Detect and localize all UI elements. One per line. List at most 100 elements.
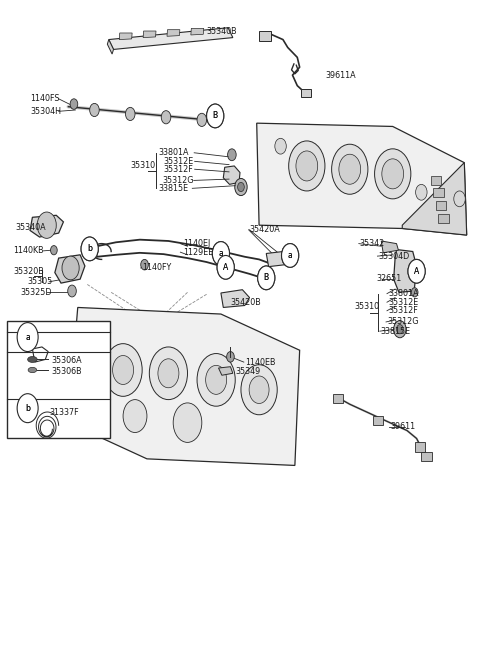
Text: 35320B: 35320B <box>13 267 44 276</box>
Circle shape <box>149 347 188 400</box>
Bar <box>7 321 110 438</box>
Bar <box>333 394 343 403</box>
Text: 1129EE: 1129EE <box>183 248 213 256</box>
Text: B: B <box>213 112 218 120</box>
Polygon shape <box>55 254 85 283</box>
Circle shape <box>212 242 229 265</box>
Ellipse shape <box>28 356 37 362</box>
Ellipse shape <box>28 368 36 373</box>
Text: 33815E: 33815E <box>381 327 411 336</box>
Circle shape <box>141 259 148 270</box>
Circle shape <box>113 356 133 385</box>
Polygon shape <box>402 163 467 235</box>
Polygon shape <box>30 215 63 237</box>
Text: A: A <box>414 267 419 276</box>
Text: a: a <box>25 332 30 342</box>
Circle shape <box>197 113 206 126</box>
Text: 35312F: 35312F <box>388 306 418 315</box>
Circle shape <box>238 182 244 192</box>
Circle shape <box>81 237 98 260</box>
Text: 1140EB: 1140EB <box>245 358 275 367</box>
Polygon shape <box>257 123 467 235</box>
Circle shape <box>374 149 411 199</box>
Text: A: A <box>223 263 228 272</box>
Circle shape <box>408 259 425 283</box>
Circle shape <box>18 395 37 421</box>
Text: 33801A: 33801A <box>159 148 190 157</box>
Circle shape <box>416 184 427 200</box>
Circle shape <box>90 103 99 116</box>
Text: 35325D: 35325D <box>21 288 52 297</box>
Circle shape <box>37 212 56 239</box>
Text: 35340A: 35340A <box>16 223 47 231</box>
Circle shape <box>17 323 38 352</box>
Circle shape <box>228 149 236 161</box>
Circle shape <box>17 394 38 422</box>
Polygon shape <box>68 307 300 465</box>
Circle shape <box>288 141 325 191</box>
Bar <box>438 214 448 223</box>
Text: b: b <box>25 404 30 412</box>
Circle shape <box>339 154 360 184</box>
Text: 1140KB: 1140KB <box>13 247 44 255</box>
Circle shape <box>50 246 57 254</box>
Text: 35304H: 35304H <box>30 107 61 116</box>
Text: B: B <box>264 274 269 282</box>
Bar <box>301 89 311 97</box>
Circle shape <box>281 244 299 267</box>
Circle shape <box>281 244 299 267</box>
Circle shape <box>104 344 142 397</box>
Circle shape <box>62 256 79 280</box>
Bar <box>372 416 383 425</box>
Circle shape <box>258 266 275 290</box>
Circle shape <box>241 365 277 414</box>
Text: A: A <box>223 263 228 272</box>
Text: b: b <box>87 245 92 253</box>
Text: b: b <box>87 245 92 253</box>
Text: 1140FS: 1140FS <box>30 95 60 103</box>
Circle shape <box>227 352 234 362</box>
Text: 39611: 39611 <box>390 422 416 431</box>
Circle shape <box>123 400 147 432</box>
Text: b: b <box>25 404 30 412</box>
Circle shape <box>332 144 368 194</box>
Circle shape <box>197 354 235 407</box>
Circle shape <box>206 104 224 128</box>
Text: 33815E: 33815E <box>159 184 189 193</box>
Polygon shape <box>167 30 180 36</box>
Text: 35420B: 35420B <box>230 297 261 307</box>
Circle shape <box>217 255 234 279</box>
Circle shape <box>70 98 78 109</box>
Text: 35306B: 35306B <box>51 367 82 376</box>
Text: 35342: 35342 <box>360 239 384 248</box>
Circle shape <box>408 259 425 283</box>
Text: 35340B: 35340B <box>206 26 237 36</box>
Text: 35312E: 35312E <box>164 157 194 166</box>
Bar <box>433 188 444 197</box>
Text: 35310: 35310 <box>355 302 380 311</box>
Circle shape <box>18 324 37 350</box>
Polygon shape <box>223 166 240 184</box>
Text: A: A <box>414 267 419 276</box>
Text: 35312G: 35312G <box>387 317 419 327</box>
Bar <box>421 451 432 461</box>
Circle shape <box>173 403 202 442</box>
Text: a: a <box>25 332 30 342</box>
Polygon shape <box>191 28 204 35</box>
Circle shape <box>258 266 275 290</box>
Text: a: a <box>288 251 292 260</box>
Text: 32651: 32651 <box>376 274 401 283</box>
Circle shape <box>81 237 98 260</box>
Polygon shape <box>221 290 250 307</box>
Circle shape <box>411 288 418 297</box>
Polygon shape <box>108 40 114 54</box>
Text: 35310: 35310 <box>130 161 156 170</box>
Circle shape <box>206 104 224 128</box>
Circle shape <box>275 138 286 154</box>
Bar <box>431 176 442 185</box>
Circle shape <box>396 325 403 334</box>
Polygon shape <box>394 250 417 292</box>
Bar <box>259 31 271 41</box>
Polygon shape <box>109 28 233 50</box>
Bar <box>436 202 446 210</box>
